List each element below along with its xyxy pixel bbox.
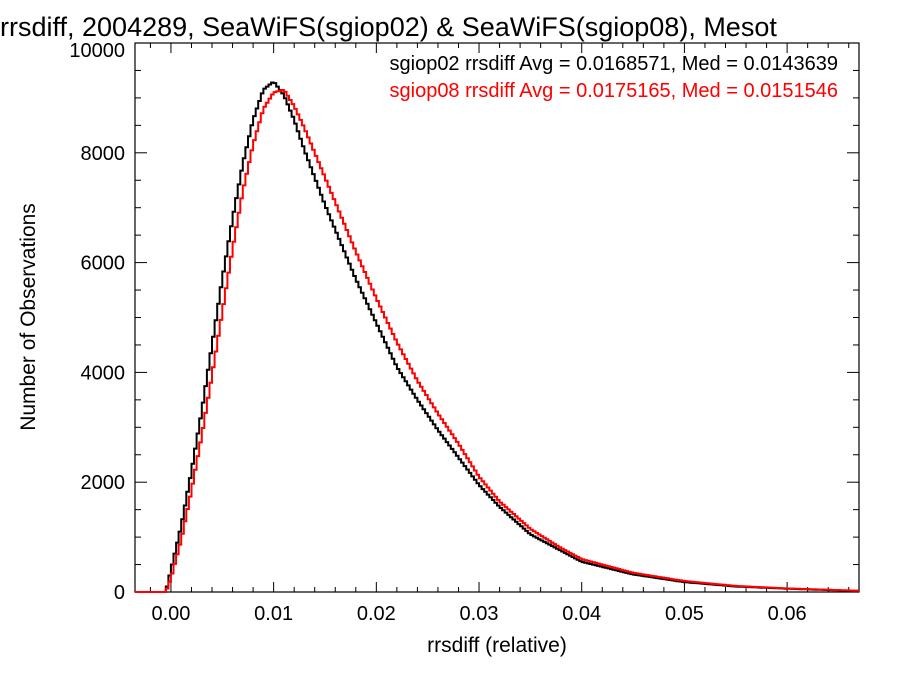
y-ticks: 0 2000 4000 6000 8000 10000 [69,40,859,604]
y-tick-label: 6000 [81,253,126,275]
x-tick-label: 0.00 [151,603,190,625]
y-tick-label: 2000 [81,472,126,494]
chart-title: rrsdiff, 2004289, SeaWiFS(sgiop02) & Sea… [0,12,777,42]
series-line-0 [135,81,859,593]
plot-area: 0.00 0.01 0.02 0.03 0.04 0.05 0.06 0 2000 4000 60… [69,40,860,625]
x-tick-label: 0.03 [460,603,499,625]
plot-frame [134,42,860,593]
y-axis-label: Number of Observations [17,203,40,431]
y-tick-label: 8000 [81,143,126,165]
x-tick-label: 0.04 [562,603,601,625]
series-lines [135,81,859,593]
y-tick-label: 10000 [69,40,125,62]
x-tick-label: 0.02 [357,603,396,625]
x-ticks: 0.00 0.01 0.02 0.03 0.04 0.05 0.06 [149,43,850,625]
x-tick-label: 0.01 [254,603,293,625]
x-tick-label: 0.06 [768,603,807,625]
series-line-1 [135,89,859,593]
y-tick-label: 0 [114,582,125,604]
y-tick-label: 4000 [81,362,126,384]
annotation-sgiop08: sgiop08 rrsdiff Avg = 0.0175165, Med = 0… [390,80,839,102]
x-tick-label: 0.05 [665,603,704,625]
annotation-sgiop02: sgiop02 rrsdiff Avg = 0.0168571, Med = 0… [390,53,839,75]
x-axis-label: rrsdiff (relative) [427,634,567,657]
